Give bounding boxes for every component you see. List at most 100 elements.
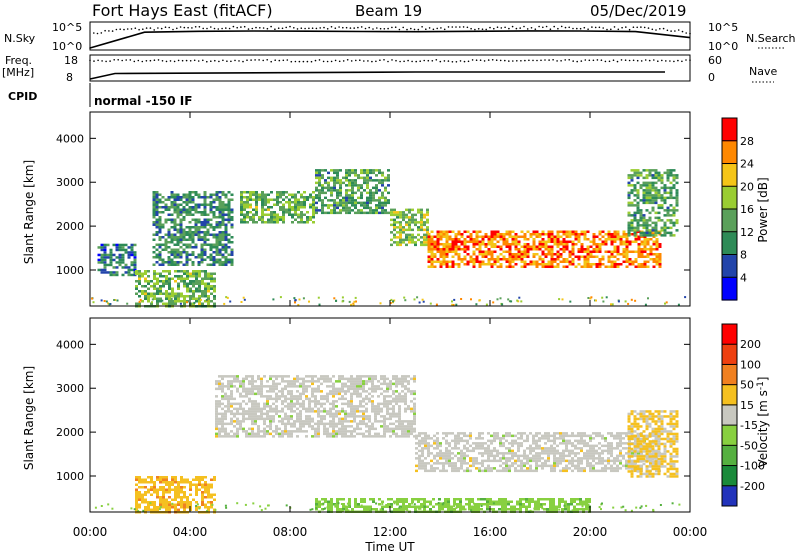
heatmap-cell [460,248,464,251]
heatmap-cell [345,194,348,197]
heatmap-cell [645,201,649,205]
heatmap-cell [254,400,257,403]
heatmap-cell [326,422,329,426]
heatmap-cell [655,240,659,243]
nsearch-dot [232,25,235,28]
heatmap-cell [511,452,514,455]
heatmap-cell [399,226,402,229]
heatmap-cell [541,243,545,246]
heatmap-cell [556,250,560,253]
heatmap-cell [389,422,392,426]
heatmap-cell [276,213,279,216]
heatmap-cell [185,196,189,199]
heatmap-cell [188,213,192,216]
heatmap-cell [206,256,210,259]
heatmap-cell [514,255,518,258]
heatmap-cell [395,380,398,383]
heatmap-cell [377,380,380,383]
heatmap-cell [439,235,443,238]
heatmap-cell [426,213,429,217]
heatmap-cell [221,425,224,428]
heatmap-cell [242,407,245,411]
heatmap-cell [589,255,593,258]
heatmap-cell [221,385,224,388]
heatmap-cell [329,380,332,383]
heatmap-cell [212,261,216,264]
heatmap-cell [287,417,290,421]
nave-dot [193,59,196,62]
heatmap-cell [97,258,101,262]
heatmap-cell [255,193,258,196]
heatmap-cell [460,439,463,443]
heatmap-cell [556,464,559,468]
heatmap-cell [404,407,407,411]
heatmap-cell [378,181,381,185]
heatmap-cell [646,248,650,251]
heatmap-cell [326,385,329,388]
heatmap-cell [655,238,659,241]
heatmap-cell [341,402,344,406]
heatmap-cell [651,226,655,230]
heatmap-cell [351,204,354,207]
heatmap-cell [526,255,530,258]
heatmap-cell [144,290,147,293]
heatmap-cell [390,298,393,301]
nave-dot [407,59,409,62]
heatmap-cell [547,260,551,263]
heatmap-cell [197,196,201,199]
heatmap-cell [179,238,183,241]
heatmap-cell [655,260,659,263]
heatmap-cell [550,265,554,268]
heatmap-cell [279,201,282,204]
nave-dot [318,59,321,61]
heatmap-cell [233,377,236,381]
heatmap-cell [224,417,227,421]
heatmap-cell [625,248,629,251]
heatmap-cell [191,231,195,234]
heatmap-cell [565,454,568,458]
heatmap-cell [568,459,571,463]
heatmap-cell [535,230,539,233]
heatmap-cell [203,253,207,256]
heatmap-cell [269,377,272,381]
heatmap-cell [177,292,180,295]
heatmap-cell [103,271,107,274]
heatmap-cell [324,191,327,195]
heatmap-cell [598,245,602,248]
heatmap-cell [218,213,222,216]
heatmap-cell [177,300,180,303]
nave-dot [206,60,208,63]
heatmap-cell [188,191,192,194]
heatmap-cell [407,432,410,436]
heatmap-cell [254,407,257,411]
heatmap-cell [436,243,440,246]
heatmap-cell [625,260,629,263]
heatmap-cell [663,201,667,205]
heatmap-cell [541,434,544,438]
heatmap-cell [215,400,218,403]
heatmap-cell [242,382,245,386]
heatmap-cell [218,253,222,256]
heatmap-cell [399,233,402,237]
heatmap-cell [353,412,356,416]
heatmap-cell [186,287,189,290]
heatmap-cell [323,415,326,418]
heatmap-cell [133,256,137,259]
heatmap-cell [401,397,404,401]
heatmap-cell [165,270,168,273]
heatmap-cell [240,301,243,303]
heatmap-cell [514,467,517,470]
heatmap-cell [338,380,341,383]
heatmap-cell [439,454,442,458]
heatmap-cell [336,191,339,195]
heatmap-cell [568,467,571,470]
heatmap-cell [317,415,320,418]
heatmap-cell [392,422,395,426]
heatmap-cell [407,407,410,411]
heatmap-cell [616,250,620,253]
heatmap-cell [657,179,661,182]
heatmap-cell [171,478,174,481]
heatmap-cell [180,501,183,504]
heatmap-cell [342,209,345,212]
heatmap-cell [413,420,416,423]
